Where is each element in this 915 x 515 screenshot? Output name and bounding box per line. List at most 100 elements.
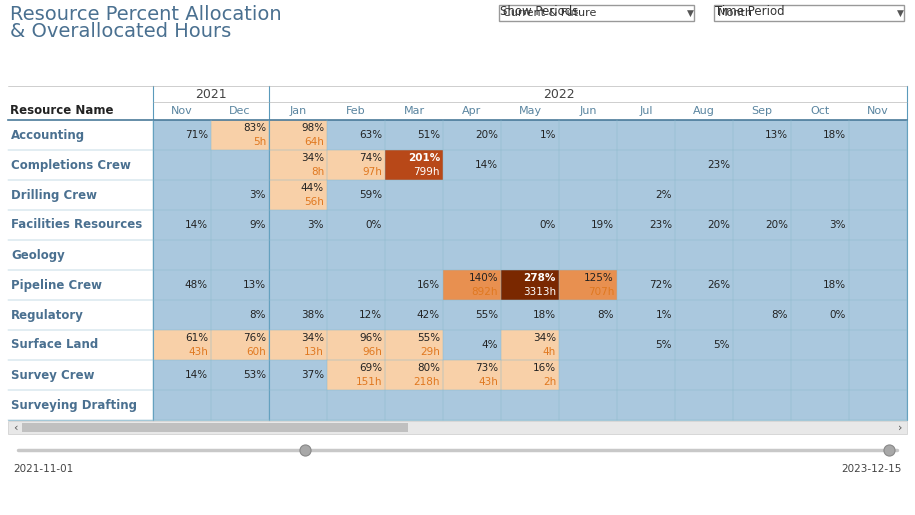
Text: 8h: 8h bbox=[311, 167, 324, 177]
Bar bbox=[211, 240, 269, 270]
Bar bbox=[559, 210, 617, 240]
Bar bbox=[8, 120, 153, 150]
Text: 64h: 64h bbox=[304, 137, 324, 147]
Bar bbox=[443, 240, 501, 270]
Bar bbox=[559, 390, 617, 420]
Bar bbox=[327, 120, 385, 150]
Bar bbox=[849, 330, 907, 360]
Bar bbox=[675, 390, 733, 420]
Bar bbox=[617, 180, 675, 210]
Text: 13%: 13% bbox=[765, 130, 788, 140]
Bar bbox=[327, 390, 385, 420]
Text: Regulatory: Regulatory bbox=[11, 308, 84, 321]
Text: Jan: Jan bbox=[289, 106, 307, 116]
Bar bbox=[385, 120, 443, 150]
Bar bbox=[443, 270, 501, 300]
Text: Current & Future: Current & Future bbox=[503, 8, 597, 18]
Bar bbox=[675, 240, 733, 270]
Text: ›: › bbox=[898, 422, 902, 433]
Bar bbox=[675, 270, 733, 300]
Bar bbox=[617, 210, 675, 240]
Text: 18%: 18% bbox=[533, 310, 556, 320]
Bar bbox=[327, 180, 385, 210]
Bar bbox=[849, 120, 907, 150]
Bar bbox=[385, 210, 443, 240]
Text: 20%: 20% bbox=[707, 220, 730, 230]
Bar bbox=[675, 360, 733, 390]
Text: Survey Crew: Survey Crew bbox=[11, 369, 94, 382]
Text: 125%: 125% bbox=[585, 273, 614, 283]
Bar bbox=[617, 270, 675, 300]
Text: Jun: Jun bbox=[579, 106, 597, 116]
Bar bbox=[211, 390, 269, 420]
Text: 43h: 43h bbox=[479, 377, 498, 387]
Bar bbox=[559, 330, 617, 360]
Bar bbox=[211, 330, 269, 360]
Text: 48%: 48% bbox=[185, 280, 208, 290]
Text: 14%: 14% bbox=[185, 370, 208, 380]
FancyBboxPatch shape bbox=[499, 5, 694, 21]
Bar bbox=[153, 360, 211, 390]
Text: Mar: Mar bbox=[404, 106, 425, 116]
Bar bbox=[385, 150, 443, 180]
Text: Surveying Drafting: Surveying Drafting bbox=[11, 399, 137, 411]
Text: 18%: 18% bbox=[823, 280, 846, 290]
Bar bbox=[501, 330, 559, 360]
Bar bbox=[617, 240, 675, 270]
Bar bbox=[269, 270, 327, 300]
Text: 0%: 0% bbox=[366, 220, 382, 230]
Bar bbox=[501, 240, 559, 270]
Bar bbox=[675, 180, 733, 210]
Text: 5h: 5h bbox=[253, 137, 266, 147]
Bar bbox=[385, 390, 443, 420]
Bar bbox=[733, 390, 791, 420]
Text: May: May bbox=[519, 106, 542, 116]
Text: 4%: 4% bbox=[481, 340, 498, 350]
Bar bbox=[617, 360, 675, 390]
Bar bbox=[791, 240, 849, 270]
Bar bbox=[849, 360, 907, 390]
Bar bbox=[8, 300, 153, 330]
Text: 3%: 3% bbox=[250, 190, 266, 200]
Bar bbox=[22, 423, 408, 432]
Text: Aug: Aug bbox=[693, 106, 715, 116]
Bar bbox=[327, 330, 385, 360]
Bar bbox=[211, 210, 269, 240]
Text: 2h: 2h bbox=[543, 377, 556, 387]
Bar bbox=[501, 150, 559, 180]
Text: 3313h: 3313h bbox=[522, 287, 556, 297]
Bar bbox=[8, 270, 153, 300]
Text: 37%: 37% bbox=[301, 370, 324, 380]
Text: 2023-12-15: 2023-12-15 bbox=[842, 464, 902, 474]
Bar bbox=[733, 150, 791, 180]
Text: 3%: 3% bbox=[830, 220, 846, 230]
Text: 51%: 51% bbox=[417, 130, 440, 140]
Bar bbox=[327, 150, 385, 180]
Bar bbox=[675, 330, 733, 360]
Bar bbox=[327, 360, 385, 390]
Bar bbox=[327, 300, 385, 330]
Bar bbox=[8, 330, 153, 360]
Text: 44%: 44% bbox=[301, 183, 324, 193]
Bar bbox=[8, 150, 153, 180]
Bar bbox=[733, 330, 791, 360]
Bar bbox=[791, 390, 849, 420]
Bar bbox=[8, 390, 153, 420]
Bar bbox=[385, 240, 443, 270]
Bar bbox=[559, 180, 617, 210]
Text: 73%: 73% bbox=[475, 363, 498, 373]
Bar bbox=[733, 120, 791, 150]
Text: ‹: ‹ bbox=[13, 422, 17, 433]
Text: 29h: 29h bbox=[420, 347, 440, 357]
Text: 14%: 14% bbox=[185, 220, 208, 230]
Bar bbox=[385, 360, 443, 390]
Bar bbox=[269, 300, 327, 330]
Bar bbox=[501, 390, 559, 420]
Text: 56h: 56h bbox=[304, 197, 324, 207]
Bar bbox=[8, 240, 153, 270]
Bar bbox=[617, 150, 675, 180]
Bar bbox=[269, 210, 327, 240]
Text: 5%: 5% bbox=[655, 340, 672, 350]
Text: Time Period: Time Period bbox=[715, 5, 785, 18]
Text: 9%: 9% bbox=[250, 220, 266, 230]
